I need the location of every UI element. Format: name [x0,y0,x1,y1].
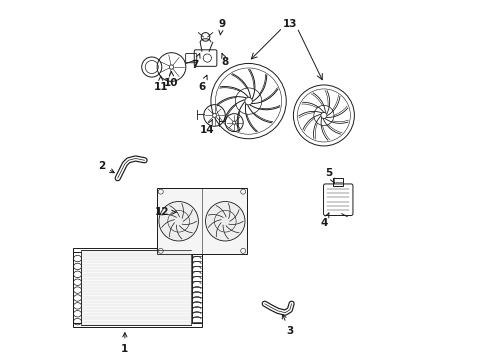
Bar [73,248,202,327]
Circle shape [245,97,252,105]
Text: 5: 5 [326,168,335,183]
Bar [157,188,247,255]
Text: 7: 7 [191,54,200,70]
Text: 14: 14 [200,120,215,135]
Text: 10: 10 [164,72,179,88]
Bar [333,178,343,186]
Bar [73,252,81,323]
Text: 12: 12 [155,207,176,217]
Circle shape [159,202,198,241]
Text: 6: 6 [198,75,207,92]
Bar [81,250,191,325]
Text: 1: 1 [121,333,128,354]
Text: 9: 9 [218,19,225,35]
Circle shape [321,112,327,118]
Circle shape [233,121,236,124]
Circle shape [213,113,217,117]
Text: 4: 4 [320,213,329,228]
Circle shape [205,202,245,241]
Text: 11: 11 [153,76,168,92]
Text: 2: 2 [98,161,114,173]
Text: 13: 13 [283,19,297,29]
Text: 8: 8 [221,54,229,67]
Text: 3: 3 [282,314,294,336]
Bar [192,252,202,323]
Circle shape [170,65,173,69]
